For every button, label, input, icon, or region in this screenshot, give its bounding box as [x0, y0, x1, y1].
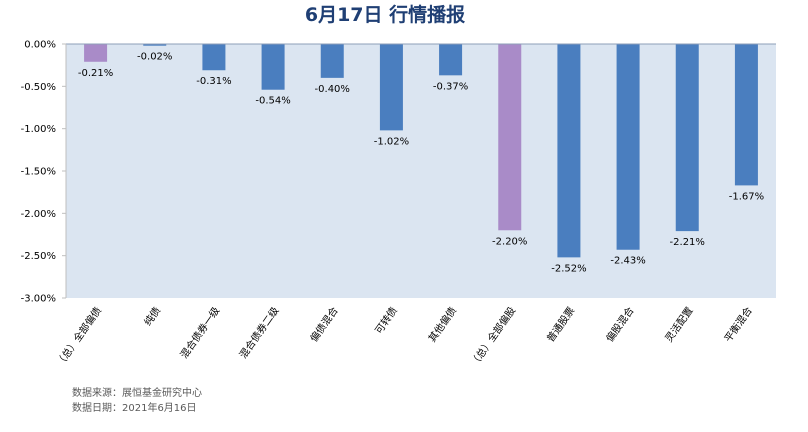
bar [84, 44, 108, 62]
bar [320, 44, 344, 78]
source-note: 数据来源：展恒基金研究中心 [72, 386, 202, 399]
category-label: 混合债券一级 [177, 304, 222, 361]
data-label: -2.21% [670, 237, 705, 248]
bar [261, 44, 285, 90]
data-labels: -0.21% -0.02% -0.31% -0.54% -0.40% -1.02% -0.3… [78, 52, 764, 275]
data-label: -1.67% [729, 191, 764, 202]
data-label: -2.20% [492, 236, 527, 247]
category-label: （总）全部偏债 [53, 304, 104, 369]
data-label: -2.43% [610, 256, 645, 267]
y-tick-label: -2.50% [21, 251, 56, 262]
y-tick-label: -1.00% [21, 124, 56, 135]
category-label: 混合债券二级 [236, 304, 281, 361]
category-label: 平衡混合 [721, 304, 755, 344]
y-tick-label: -3.00% [21, 294, 56, 305]
category-label: 其他偏债 [425, 304, 459, 344]
chart-title: 6月17日 行情播报 [305, 3, 465, 26]
bars [84, 44, 758, 258]
data-label: -0.02% [137, 52, 172, 63]
data-label: -0.54% [255, 96, 290, 107]
data-label: -0.31% [196, 76, 231, 87]
category-label: 偏股混合 [603, 304, 637, 344]
bar [734, 44, 758, 186]
bar [557, 44, 581, 258]
y-tick-label: 0.00% [24, 40, 56, 51]
category-label: 可转债 [372, 304, 400, 336]
x-axis: （总）全部偏债 纯债 混合债券一级 混合债券二级 偏债混合 可转债 其他偏债 （总）全部偏股普… [53, 304, 755, 369]
bar [675, 44, 699, 232]
category-label: 灵活配置 [663, 305, 696, 345]
bar [379, 44, 403, 131]
data-label: -0.21% [78, 68, 113, 79]
data-label: -1.02% [374, 136, 409, 147]
category-label: 偏债混合 [307, 304, 341, 344]
data-label: -0.37% [433, 81, 468, 92]
data-label: -0.40% [315, 84, 350, 95]
bar [143, 44, 167, 46]
data-label: -2.52% [551, 263, 586, 274]
y-tick-label: -0.50% [21, 82, 56, 93]
y-tick-label: -2.00% [21, 209, 56, 220]
bar [439, 44, 463, 76]
y-axis: 0.00% -0.50% -1.00% -1.50% -2.00% -2.50% -3.00… [21, 40, 66, 305]
bar [498, 44, 522, 231]
category-label: （总）全部偏股 [467, 304, 518, 369]
category-label: 纯债 [141, 304, 163, 328]
plot-area [66, 44, 776, 298]
y-tick-label: -1.50% [21, 167, 56, 178]
category-label: 普通股票 [544, 304, 578, 344]
bar [202, 44, 226, 71]
bar [616, 44, 640, 250]
date-note: 数据日期：2021年6月16日 [72, 401, 197, 414]
